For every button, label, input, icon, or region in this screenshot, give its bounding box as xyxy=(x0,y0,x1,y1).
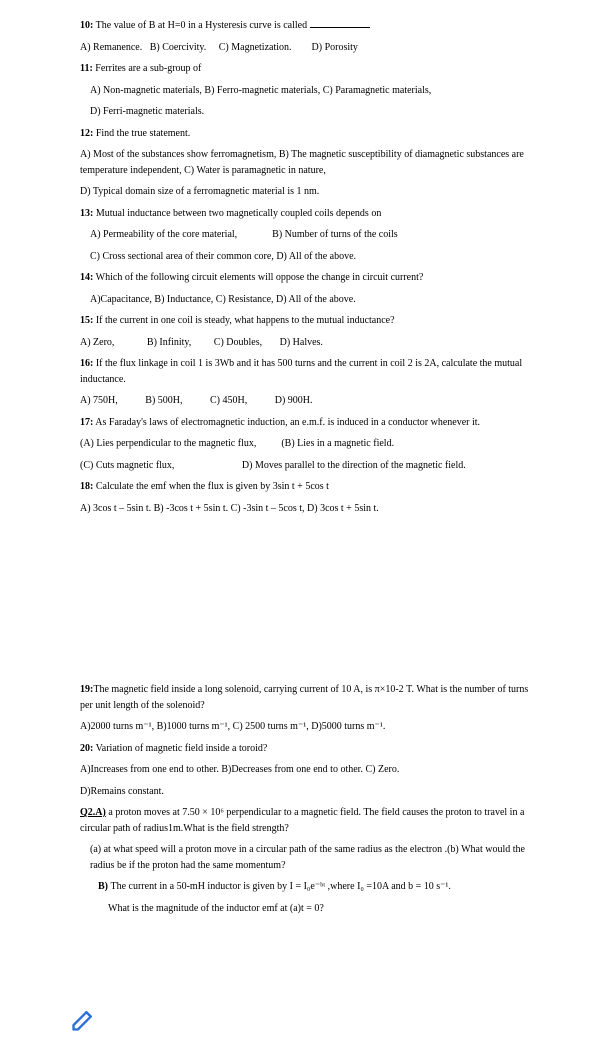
q20-line2: D)Remains constant. xyxy=(80,784,536,800)
qB-label: B) xyxy=(98,881,111,892)
q13-text: Mutual inductance between two magnetical… xyxy=(96,208,381,219)
q2a-sub: (a) at what speed will a proton move in … xyxy=(90,842,536,873)
q18-num: 18: xyxy=(80,481,93,492)
qB-sub: What is the magnitude of the inductor em… xyxy=(108,901,536,917)
q17: 17: As Faraday's laws of electromagnetic… xyxy=(80,415,536,431)
q14: 14: Which of the following circuit eleme… xyxy=(80,270,536,286)
q17-text: As Faraday's laws of electromagnetic ind… xyxy=(95,417,480,428)
q18: 18: Calculate the emf when the flux is g… xyxy=(80,479,536,495)
qB: B) The current in a 50-mH inductor is gi… xyxy=(98,879,536,895)
q14-num: 14: xyxy=(80,272,93,283)
q10: 10: The value of B at H=0 in a Hysteresi… xyxy=(80,18,536,34)
page-gap xyxy=(80,522,536,682)
q16-text: If the flux linkage in coil 1 is 3Wb and… xyxy=(80,358,522,385)
q11-optA: A) Non-magnetic materials, B) Ferro-magn… xyxy=(80,83,536,99)
q16-opts: A) 750H, B) 500H, C) 450H, D) 900H. xyxy=(80,393,536,409)
q2a-text: a proton moves at 7.50 × 10⁶ perpendicul… xyxy=(80,807,524,834)
q14-text: Which of the following circuit elements … xyxy=(96,272,424,283)
q15: 15: If the current in one coil is steady… xyxy=(80,313,536,329)
q13-line1: A) Permeability of the core material, B)… xyxy=(80,227,536,243)
q16-num: 16: xyxy=(80,358,93,369)
q11-text: Ferrites are a sub-group of xyxy=(95,63,201,74)
q17-line1: (A) Lies perpendicular to the magnetic f… xyxy=(80,436,536,452)
q13-line2: C) Cross sectional area of their common … xyxy=(80,249,536,265)
q15-opts: A) Zero, B) Infinity, C) Doubles, D) Hal… xyxy=(80,335,536,351)
q13-num: 13: xyxy=(80,208,93,219)
blank-line xyxy=(310,27,370,28)
q13: 13: Mutual inductance between two magnet… xyxy=(80,206,536,222)
q10-text: The value of B at H=0 in a Hysteresis cu… xyxy=(96,20,310,31)
qB-text: The current in a 50-mH inductor is given… xyxy=(111,881,451,892)
q15-text: If the current in one coil is steady, wh… xyxy=(96,315,395,326)
q2a: Q2.A) a proton moves at 7.50 × 10⁶ perpe… xyxy=(80,805,536,836)
q12-line1: A) Most of the substances show ferromagn… xyxy=(80,147,536,178)
q12-text: Find the true statement. xyxy=(96,128,190,139)
q12-line2: D) Typical domain size of a ferromagneti… xyxy=(80,184,536,200)
q11-optD: D) Ferri-magnetic materials. xyxy=(80,104,536,120)
q18-text: Calculate the emf when the flux is given… xyxy=(96,481,329,492)
q11-num: 11: xyxy=(80,63,93,74)
q2a-label: Q2.A) xyxy=(80,807,106,818)
q10-opts: A) Remanence. B) Coercivity. C) Magnetiz… xyxy=(80,40,536,56)
q19: 19:The magnetic field inside a long sole… xyxy=(80,682,536,713)
q19-text: The magnetic field inside a long solenoi… xyxy=(80,684,528,711)
q12-num: 12: xyxy=(80,128,93,139)
q18-opts: A) 3cos t – 5sin t. B) -3cos t + 5sin t.… xyxy=(80,501,536,517)
q11: 11: Ferrites are a sub-group of xyxy=(80,61,536,77)
q12: 12: Find the true statement. xyxy=(80,126,536,142)
q10-num: 10: xyxy=(80,20,93,31)
q15-num: 15: xyxy=(80,315,93,326)
q19-num: 19: xyxy=(80,684,93,695)
edit-pencil-icon[interactable] xyxy=(70,1005,98,1033)
q20-line1: A)Increases from one end to other. B)Dec… xyxy=(80,762,536,778)
q17-num: 17: xyxy=(80,417,93,428)
q14-opts: A)Capacitance, B) Inductance, C) Resista… xyxy=(80,292,536,308)
q10-opts-text: A) Remanence. B) Coercivity. C) Magnetiz… xyxy=(80,42,358,53)
q20-num: 20: xyxy=(80,743,93,754)
q17-line2: (C) Cuts magnetic flux, D) Moves paralle… xyxy=(80,458,536,474)
q19-opts: A)2000 turns m⁻¹, B)1000 turns m⁻¹, C) 2… xyxy=(80,719,536,735)
q16: 16: If the flux linkage in coil 1 is 3Wb… xyxy=(80,356,536,387)
q20: 20: Variation of magnetic field inside a… xyxy=(80,741,536,757)
q20-text: Variation of magnetic field inside a tor… xyxy=(96,743,268,754)
